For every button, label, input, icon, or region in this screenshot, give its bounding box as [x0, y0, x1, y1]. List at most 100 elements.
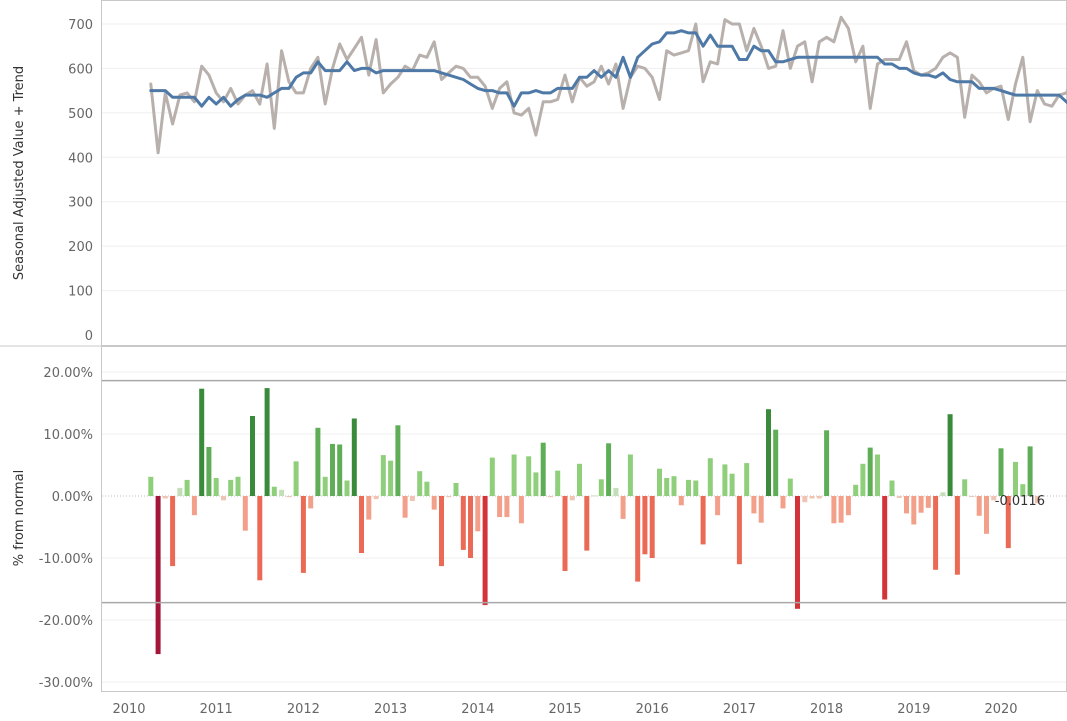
bar [569, 496, 575, 501]
bar [351, 418, 357, 496]
x-tick-label: 2018 [810, 702, 843, 717]
bar [736, 496, 742, 565]
bar [998, 448, 1004, 496]
bar [715, 496, 721, 516]
bar [177, 487, 183, 496]
bar [904, 496, 909, 514]
bar [816, 496, 822, 499]
bar [693, 480, 699, 496]
bar [831, 496, 837, 524]
bar [947, 414, 953, 496]
bar [221, 496, 226, 501]
bar [787, 478, 793, 496]
bar [562, 496, 568, 571]
bar [184, 479, 190, 496]
top-y-axis-title: Seasonal Adjusted Value + Trend [12, 66, 27, 280]
bar [918, 496, 924, 513]
top-y-tick-label: 400 [68, 151, 93, 166]
bar [242, 496, 248, 531]
bar [228, 479, 234, 496]
bar [155, 496, 161, 655]
bar [606, 443, 612, 496]
bar-data-labels: -0.0116 [995, 494, 1045, 509]
bar [344, 480, 350, 496]
bar [315, 427, 321, 496]
bar [271, 486, 277, 496]
top-y-tick-label: 200 [68, 240, 93, 255]
bar [773, 429, 779, 496]
bar [1020, 484, 1026, 496]
bar [824, 430, 830, 496]
bar [417, 471, 423, 496]
bar [235, 476, 241, 496]
bar [722, 464, 728, 496]
bar [555, 470, 561, 496]
bar [809, 496, 815, 499]
bottom-y-tick-label: 0.00% [52, 490, 93, 505]
line-series [149, 15, 1067, 155]
bar [780, 496, 786, 509]
reference-lines [102, 379, 1066, 604]
bar [439, 496, 444, 567]
bar [962, 479, 968, 496]
x-tick-label: 2016 [636, 702, 669, 717]
top-y-tick-label: 0 [85, 329, 93, 344]
top-y-tick-label: 300 [68, 196, 93, 211]
bar-data-label: -0.0116 [995, 494, 1045, 509]
bar [199, 388, 205, 496]
bar [366, 496, 372, 520]
bar [409, 496, 415, 501]
bar [678, 496, 684, 506]
bar [540, 442, 546, 496]
bar [206, 447, 212, 496]
bottom-y-tick-label: 10.00% [43, 428, 93, 443]
bar [489, 457, 495, 496]
bar [504, 496, 510, 518]
bar [700, 496, 706, 545]
bar [657, 468, 662, 496]
bar [584, 496, 590, 551]
bar [969, 496, 975, 497]
bar [613, 487, 619, 496]
bar [191, 496, 197, 516]
bar [976, 496, 982, 516]
bar [300, 496, 306, 573]
bar [751, 496, 757, 514]
bar [460, 496, 466, 550]
bar [635, 496, 641, 582]
bar [162, 496, 168, 499]
bar [591, 495, 597, 497]
top-y-tick-label: 700 [68, 18, 93, 33]
top-y-tick-label: 600 [68, 62, 93, 77]
bar [170, 496, 176, 567]
x-ticks: 2010 2011 2012 2013 2014 2015 2016 2017 2018 2019… [112, 702, 1017, 717]
bottom-y-ticks: -30.00% -20.00% -10.00% 0.00% 10.00% 20.00% [39, 366, 93, 691]
bottom-y-tick-label: -30.00% [39, 676, 93, 691]
bar [388, 460, 394, 496]
bar [293, 461, 299, 496]
bar [431, 496, 437, 510]
bar [1005, 496, 1011, 549]
bar [882, 496, 888, 600]
bottom-gridlines [102, 371, 1066, 683]
bar [511, 454, 517, 496]
bar [802, 496, 808, 503]
bar [250, 416, 255, 496]
bar [1027, 446, 1033, 496]
bar [380, 455, 386, 496]
bar [359, 496, 364, 553]
bar [642, 496, 648, 555]
top-y-tick-label: 100 [68, 285, 93, 300]
x-tick-label: 2019 [897, 702, 930, 717]
bar [954, 496, 960, 575]
bar [213, 478, 219, 496]
bar [671, 476, 677, 496]
bar [482, 496, 488, 606]
bar [984, 496, 989, 534]
bar [838, 496, 844, 523]
bar [322, 476, 328, 496]
x-tick-label: 2011 [200, 702, 233, 717]
bar [279, 489, 285, 496]
trend-line [149, 29, 1067, 108]
